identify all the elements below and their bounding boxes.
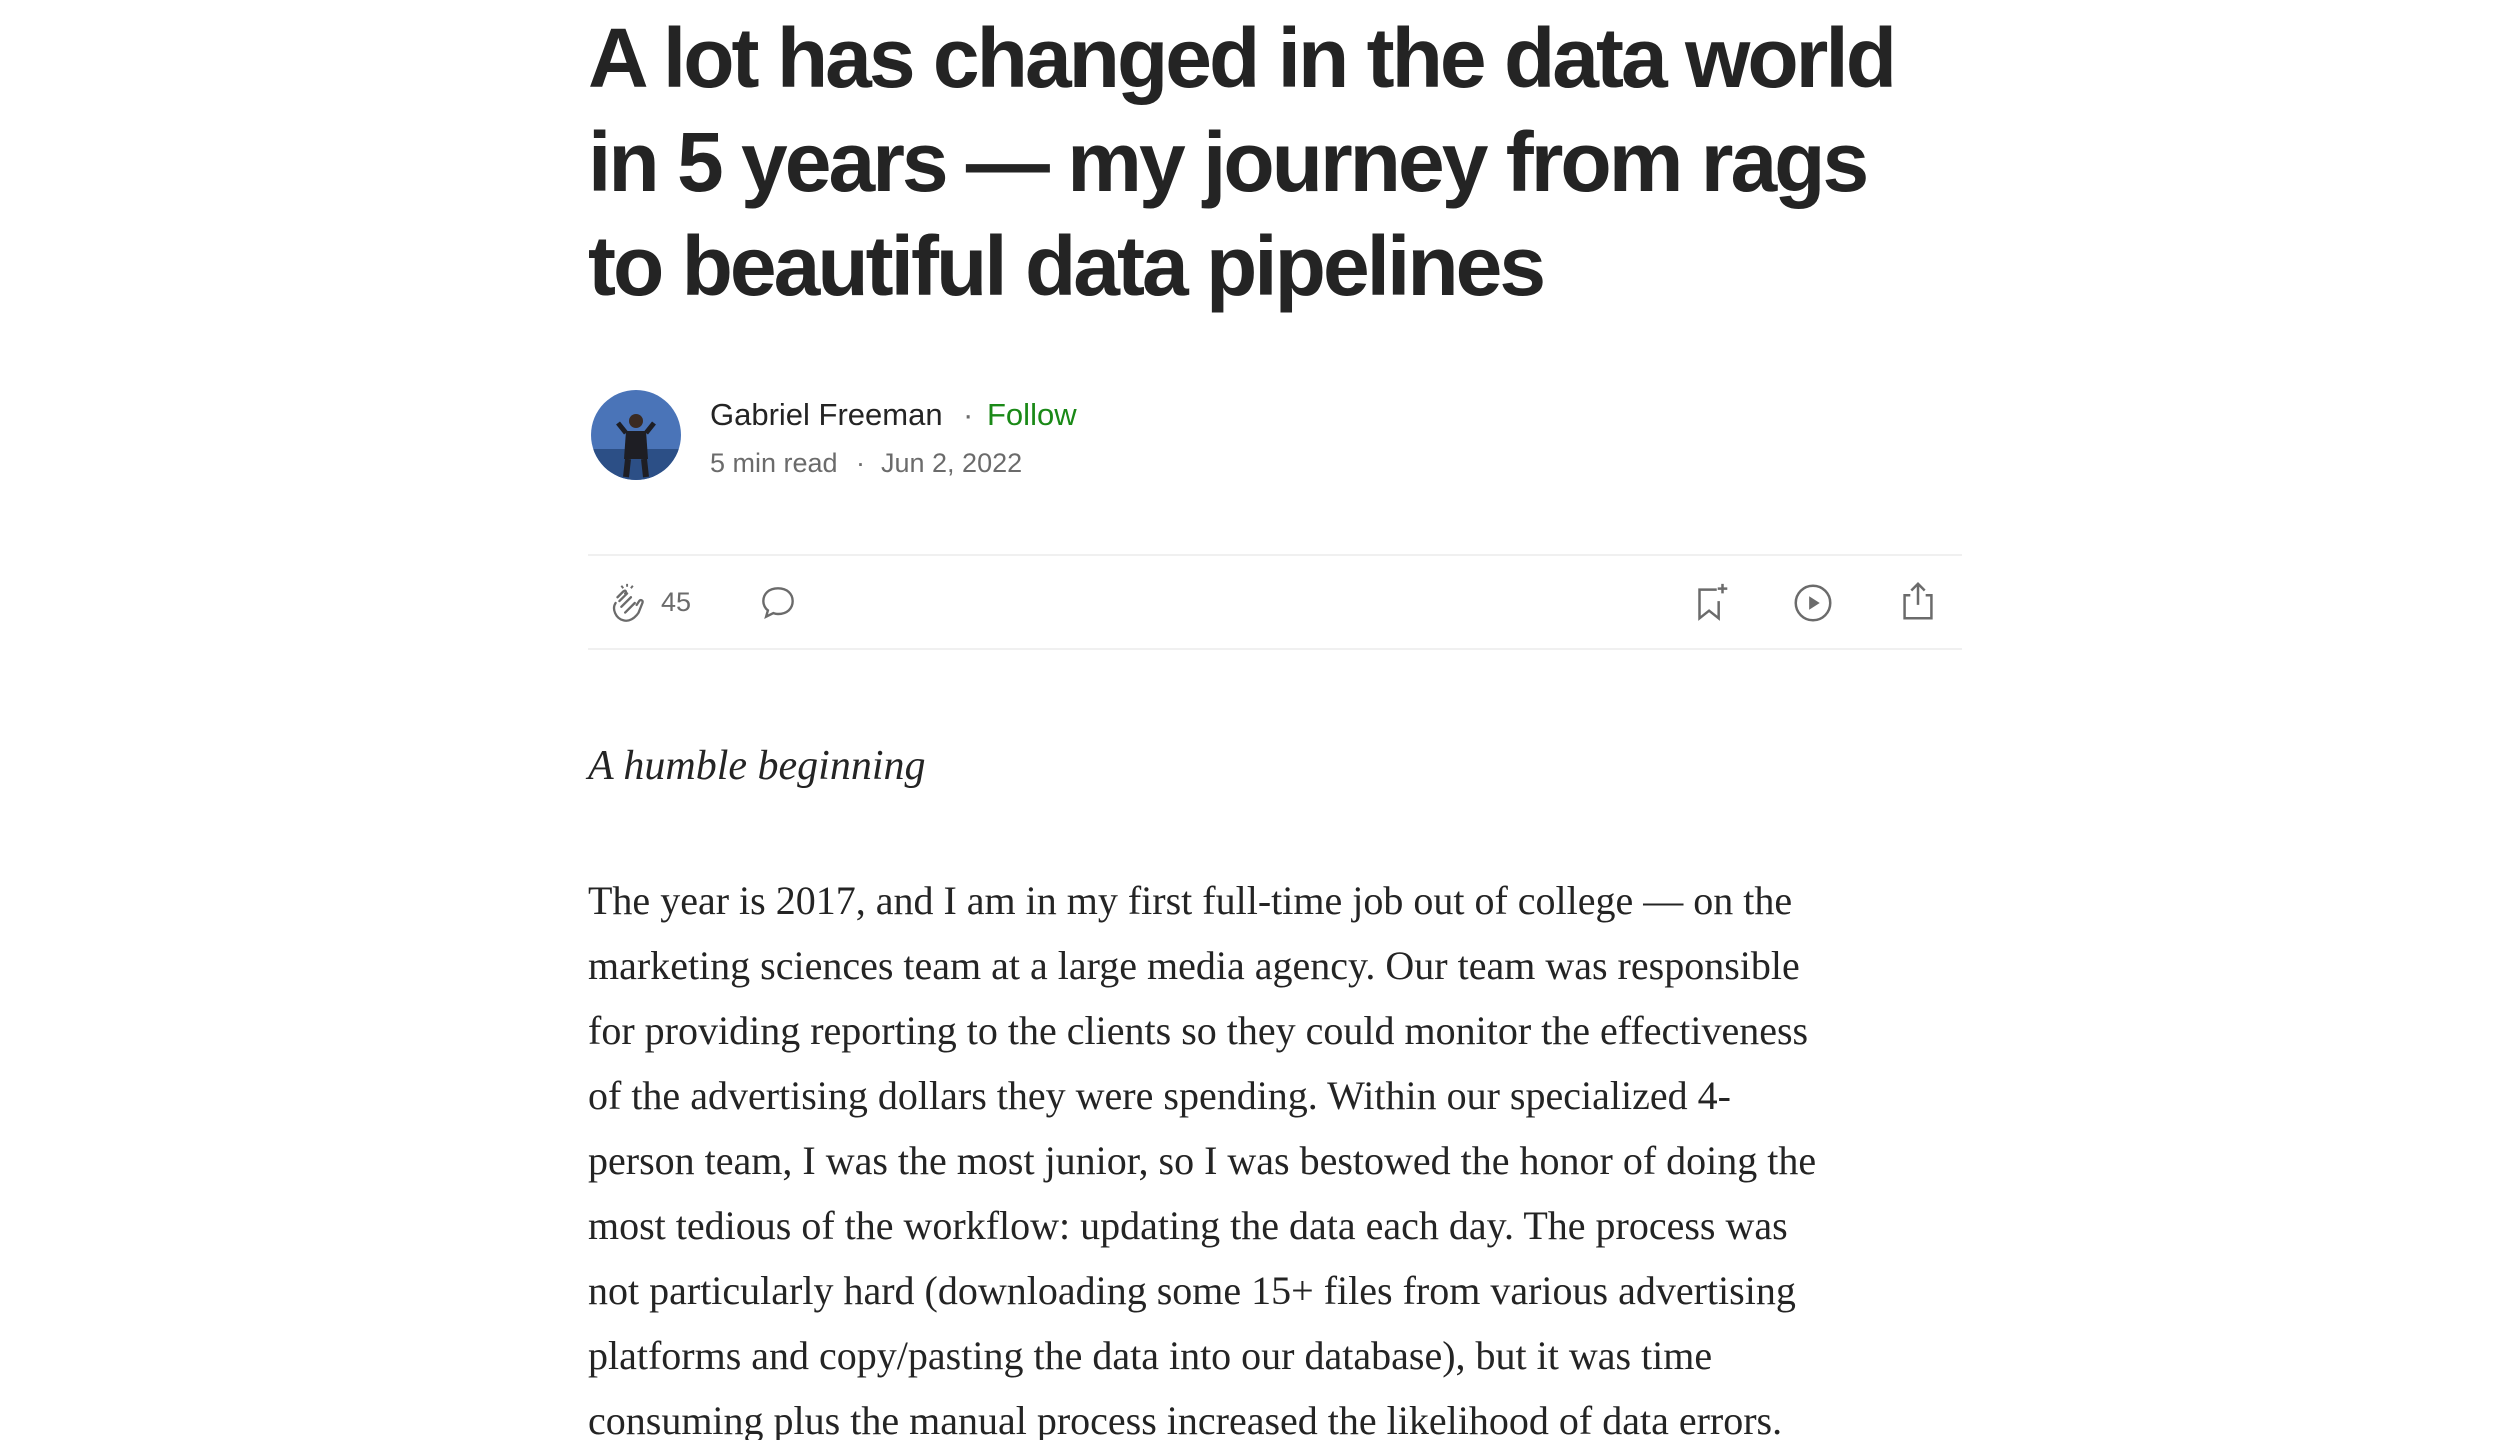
divider — [588, 648, 1962, 650]
publish-date: Jun 2, 2022 — [881, 448, 1023, 478]
title-line: A lot has changed in the data world — [588, 11, 1897, 105]
comment-icon[interactable] — [756, 581, 800, 625]
title-line: to beautiful data pipelines — [588, 219, 1546, 313]
clap-icon[interactable] — [606, 580, 652, 626]
share-icon[interactable] — [1895, 578, 1941, 624]
paragraph-line: marketing sciences team at a large media… — [588, 943, 1800, 988]
author-avatar[interactable] — [590, 389, 682, 481]
paragraph-line: of the advertising dollars they were spe… — [588, 1073, 1731, 1118]
subheading: A humble beginning — [588, 743, 926, 789]
bookmark-icon[interactable] — [1688, 580, 1734, 626]
follow-button[interactable]: Follow — [987, 397, 1077, 432]
separator: · — [856, 448, 865, 478]
author-name[interactable]: Gabriel Freeman — [710, 397, 943, 432]
paragraph-line: consuming plus the manual process increa… — [588, 1398, 1783, 1440]
paragraph-line: for providing reporting to the clients s… — [588, 1008, 1809, 1053]
paragraph-line: The year is 2017, and I am in my first f… — [588, 878, 1793, 923]
clap-count: 45 — [661, 587, 692, 617]
divider — [588, 554, 1962, 556]
separator: · — [963, 397, 974, 432]
title-line: in 5 years — my journey from rags — [588, 115, 1869, 209]
listen-icon[interactable] — [1790, 580, 1836, 626]
paragraph-line: platforms and copy/pasting the data into… — [588, 1333, 1713, 1378]
paragraph-line: person team, I was the most junior, so I… — [588, 1138, 1817, 1183]
paragraph-line: not particularly hard (downloading some … — [588, 1268, 1796, 1313]
paragraph-line: most tedious of the workflow: updating t… — [588, 1203, 1788, 1248]
read-time: 5 min read — [710, 448, 838, 478]
